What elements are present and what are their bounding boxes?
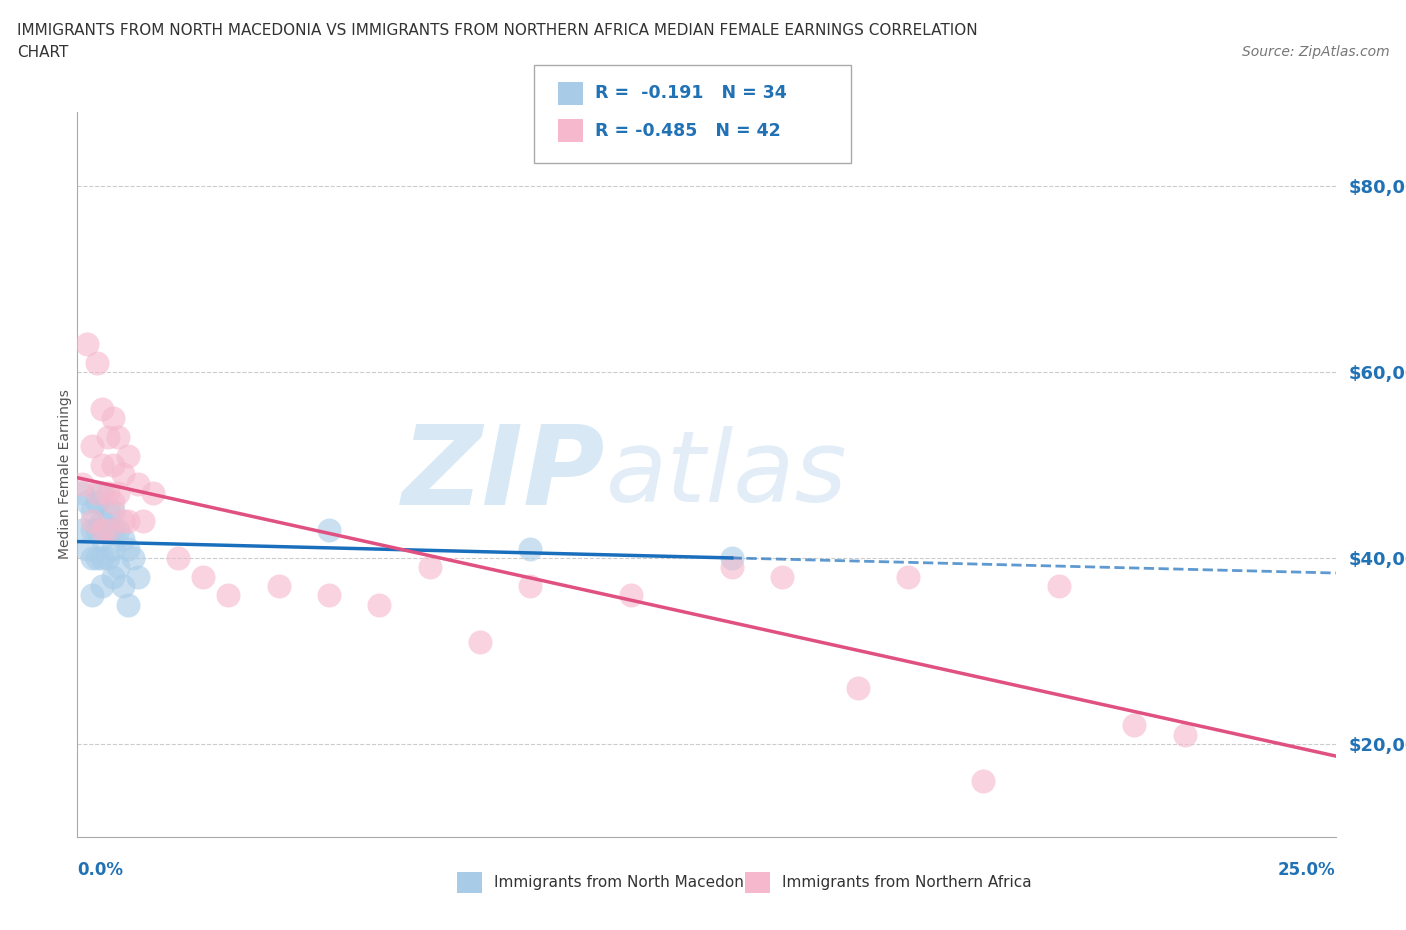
Point [91, 402, 114, 417]
Point [86, 495, 108, 510]
Text: ZIP: ZIP [402, 420, 606, 528]
Point [121, 551, 143, 565]
Point [101, 541, 124, 556]
Point [96, 523, 118, 538]
Point [519, 541, 541, 556]
Point [111, 467, 134, 482]
Point [86, 485, 108, 500]
Point [91, 513, 114, 528]
Text: CHART: CHART [17, 45, 69, 60]
Point [846, 681, 869, 696]
Point [101, 523, 124, 538]
Point [101, 458, 124, 472]
Point [620, 588, 643, 603]
Point [101, 569, 124, 584]
Point [111, 578, 134, 593]
Point [82, 523, 104, 538]
Point [419, 560, 441, 575]
Point [117, 597, 139, 612]
Text: Immigrants from North Macedonia: Immigrants from North Macedonia [494, 875, 756, 890]
Point [117, 513, 139, 528]
Point [82, 588, 104, 603]
Point [720, 551, 742, 565]
Point [72, 476, 94, 491]
Point [770, 569, 793, 584]
Point [86, 551, 108, 565]
Text: atlas: atlas [606, 426, 848, 523]
Point [82, 504, 104, 519]
Text: IMMIGRANTS FROM NORTH MACEDONIA VS IMMIGRANTS FROM NORTHERN AFRICA MEDIAN FEMALE: IMMIGRANTS FROM NORTH MACEDONIA VS IMMIG… [17, 23, 977, 38]
Point [897, 569, 920, 584]
Text: R =  -0.191   N = 34: R = -0.191 N = 34 [595, 85, 786, 102]
Point [76, 337, 98, 352]
Point [107, 430, 129, 445]
Point [96, 430, 118, 445]
Point [86, 355, 108, 370]
Point [720, 560, 742, 575]
Point [111, 532, 134, 547]
Text: R = -0.485   N = 42: R = -0.485 N = 42 [595, 122, 780, 140]
Point [1047, 578, 1070, 593]
Text: 25.0%: 25.0% [1278, 860, 1336, 879]
Point [132, 513, 155, 528]
Point [117, 541, 139, 556]
Point [111, 513, 134, 528]
Point [117, 448, 139, 463]
Point [96, 485, 118, 500]
Point [127, 476, 149, 491]
Point [101, 504, 124, 519]
Point [86, 523, 108, 538]
Point [267, 578, 290, 593]
Point [91, 578, 114, 593]
Point [91, 458, 114, 472]
Point [76, 495, 98, 510]
Point [107, 560, 129, 575]
Text: 0.0%: 0.0% [77, 860, 124, 879]
Point [107, 523, 129, 538]
Point [96, 504, 118, 519]
Point [101, 495, 124, 510]
Point [107, 485, 129, 500]
Point [318, 588, 340, 603]
Point [72, 485, 94, 500]
Point [82, 513, 104, 528]
Point [1123, 718, 1146, 733]
Point [91, 532, 114, 547]
Point [72, 523, 94, 538]
Point [468, 634, 491, 649]
Text: Immigrants from Northern Africa: Immigrants from Northern Africa [782, 875, 1032, 890]
Point [91, 485, 114, 500]
Point [191, 569, 215, 584]
Point [217, 588, 239, 603]
Point [96, 551, 118, 565]
Point [96, 523, 118, 538]
Point [91, 523, 114, 538]
Point [76, 541, 98, 556]
Point [82, 439, 104, 454]
Point [1174, 727, 1197, 742]
Point [127, 569, 149, 584]
Point [368, 597, 391, 612]
Point [167, 551, 190, 565]
Y-axis label: Median Female Earnings: Median Female Earnings [58, 390, 72, 559]
Point [101, 411, 124, 426]
Point [91, 551, 114, 565]
Point [142, 485, 165, 500]
Point [519, 578, 541, 593]
Point [318, 523, 340, 538]
Point [82, 551, 104, 565]
Point [972, 774, 994, 789]
Text: Source: ZipAtlas.com: Source: ZipAtlas.com [1241, 45, 1389, 59]
